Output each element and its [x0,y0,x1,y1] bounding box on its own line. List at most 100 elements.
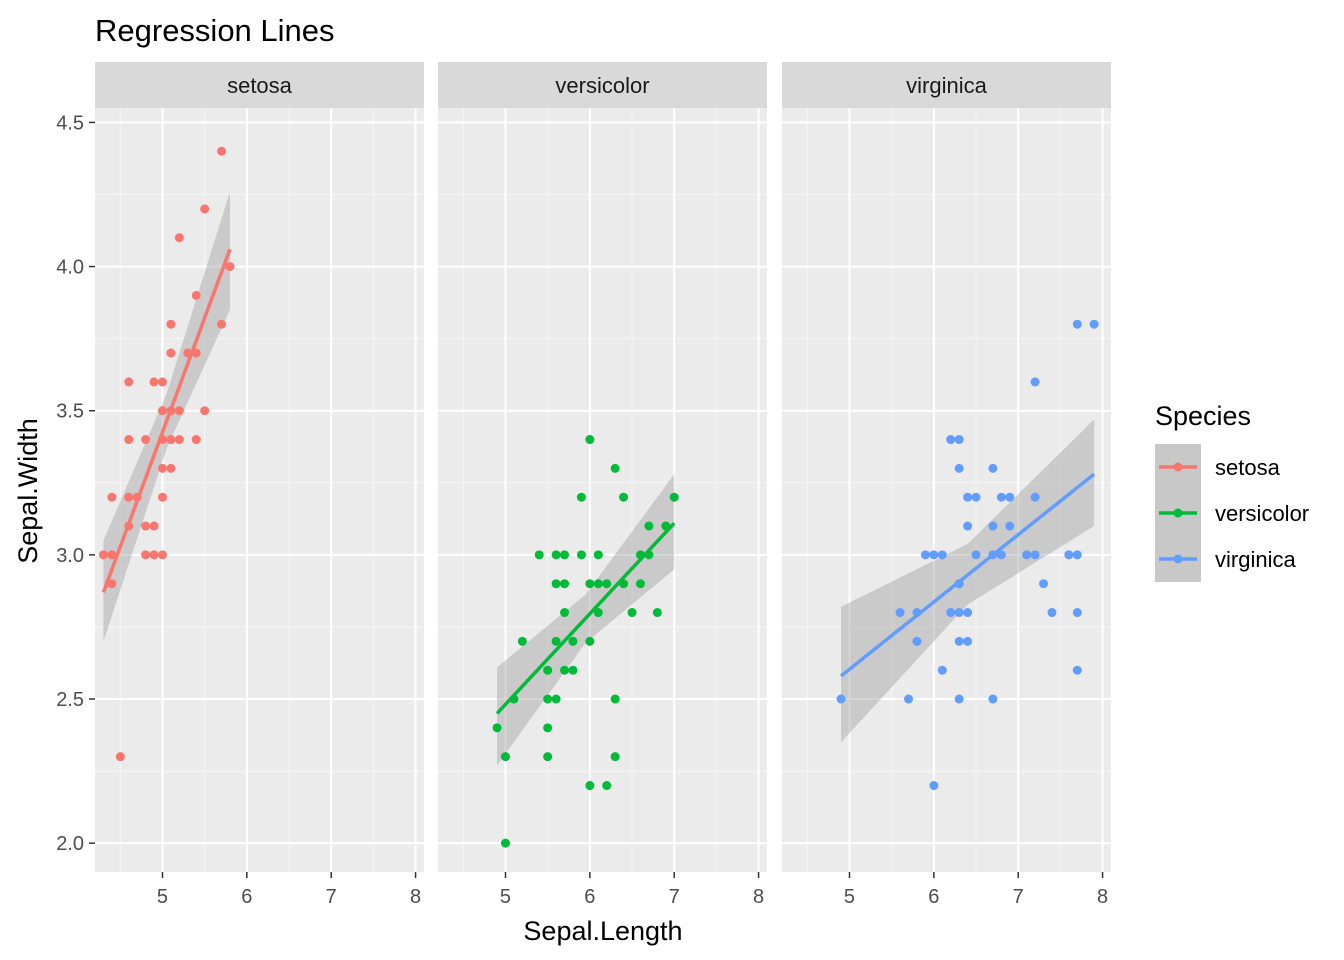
data-point [1030,492,1040,502]
data-point [585,781,595,791]
data-point [166,348,176,358]
data-point [644,521,654,531]
data-point [937,665,947,675]
chart-title: Regression Lines [95,13,335,48]
data-point [191,290,201,300]
x-tick-label: 8 [1097,886,1108,908]
data-point [124,435,134,445]
data-point [1047,608,1057,618]
data-point [602,781,612,791]
data-point [551,550,561,560]
data-point [166,319,176,329]
data-point [157,492,167,502]
data-point [971,492,981,502]
data-point [929,550,939,560]
panel-background [95,108,424,872]
y-tick-label: 2.0 [56,833,84,855]
data-point [115,752,125,762]
data-point [149,377,159,387]
data-point [963,608,973,618]
x-tick-label: 5 [500,886,511,908]
legend-item-setosa: setosa [1155,444,1281,490]
strip-label-setosa: setosa [227,73,293,98]
data-point [836,694,846,704]
legend: Species setosa versicolor virginica [1155,401,1309,582]
x-tick-label: 5 [157,886,168,908]
x-tick-label: 6 [241,886,252,908]
data-point [166,435,176,445]
data-point [1072,665,1082,675]
data-point [996,492,1006,502]
data-point [1030,550,1040,560]
x-tick-label: 8 [753,886,764,908]
y-tick-label: 4.0 [56,257,84,279]
data-point [576,550,586,560]
x-axis-title: Sepal.Length [523,916,682,946]
data-point [157,377,167,387]
data-point [149,521,159,531]
data-point [988,463,998,473]
legend-key-point [1173,554,1183,564]
strip-versicolor [438,62,767,108]
x-tick-label: 5 [844,886,855,908]
data-point [988,694,998,704]
data-point [593,608,603,618]
panel-virginica: virginica 5 6 7 8 [782,62,1111,908]
data-point [954,435,964,445]
data-point [1030,377,1040,387]
data-point [560,608,570,618]
data-point [635,579,645,589]
data-point [912,636,922,646]
data-point [954,694,964,704]
x-tick-label: 8 [410,886,421,908]
y-axis-title: Sepal.Width [13,418,43,564]
y-tick-label: 3.5 [56,401,84,423]
data-point [149,550,159,560]
data-point [517,636,527,646]
legend-item-virginica: virginica [1155,536,1296,582]
data-point [157,550,167,560]
data-point [551,636,561,646]
data-point [585,435,595,445]
legend-key-point [1173,508,1183,518]
data-point [627,608,637,618]
data-point [141,550,151,560]
data-point [568,665,578,675]
data-point [200,406,210,416]
data-point [904,694,914,704]
legend-item-versicolor: versicolor [1155,490,1309,536]
data-point [946,608,956,618]
data-point [1039,579,1049,589]
x-tick-label: 7 [1013,886,1024,908]
data-point [619,492,629,502]
panel-background [438,108,767,872]
data-point [500,838,510,848]
data-point [929,781,939,791]
data-point [895,608,905,618]
data-point [141,435,151,445]
strip-label-virginica: virginica [906,73,987,98]
data-point [610,752,620,762]
regression-line-versicolor [495,521,676,715]
data-point [217,146,227,156]
x-tick-label: 6 [928,886,939,908]
data-point [585,579,595,589]
data-point [920,550,930,560]
data-point [1022,550,1032,560]
data-point [225,262,235,272]
data-point [946,435,956,445]
data-point [543,694,553,704]
data-point [543,665,553,675]
x-tick-label: 6 [584,886,595,908]
data-point [593,579,603,589]
data-point [174,406,184,416]
data-point [191,435,201,445]
data-point [174,233,184,243]
legend-label-setosa: setosa [1215,455,1281,480]
panel-versicolor: versicolor 5 6 7 8 [438,62,767,908]
y-tick-label: 2.5 [56,689,84,711]
x-tick-label: 7 [326,886,337,908]
panel-setosa: setosa 5 6 7 8 [95,62,424,908]
data-point [107,579,117,589]
